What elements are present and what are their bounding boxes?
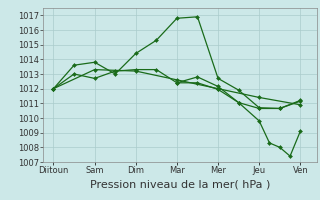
- X-axis label: Pression niveau de la mer( hPa ): Pression niveau de la mer( hPa ): [90, 179, 270, 189]
